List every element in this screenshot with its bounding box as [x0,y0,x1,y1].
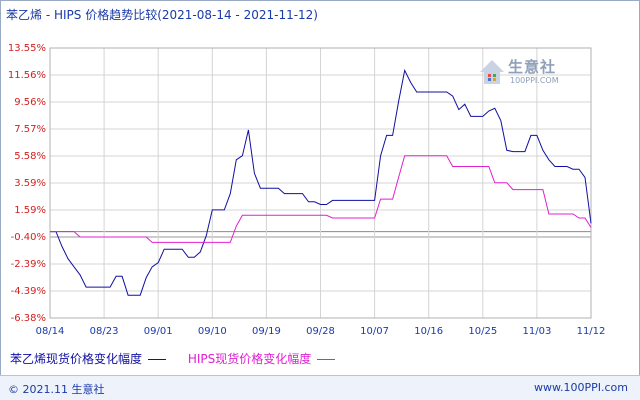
x-tick-label: 10/25 [468,326,497,337]
legend-label-styrene: 苯乙烯现货价格变化幅度 [10,352,143,366]
x-axis-ticks: 08/14 08/23 09/01 09/10 09/19 09/28 10/07 10/16… [36,326,606,337]
y-tick-label: -6.38% [11,313,46,324]
x-tick-label: 09/10 [198,326,227,337]
x-tick-label: 10/16 [414,326,443,337]
y-tick-label: -0.40% [11,232,46,243]
y-tick-label: 13.55% [8,43,46,54]
legend-item-styrene: 苯乙烯现货价格变化幅度 [10,350,167,367]
y-tick-label: -2.39% [11,259,46,270]
y-tick-label: 11.56% [8,70,46,81]
footer-bar: © 2021.11 生意社 www.100PPI.com [0,375,640,400]
x-tick-label: 08/14 [36,326,65,337]
series-line-hips [50,155,592,243]
plot-area [49,47,592,319]
site-url: www.100PPI.com [534,381,628,394]
watermark: 生意社 100PPI.COM [478,56,578,90]
legend-swatch-hips [317,359,336,360]
x-tick-label: 08/23 [90,326,119,337]
series-lines [50,68,592,296]
x-tick-label: 11/03 [522,326,551,337]
y-tick-label: 9.56% [14,97,46,108]
legend-swatch-styrene [148,359,167,360]
y-tick-label: 3.59% [14,178,46,189]
watermark-text: 生意社 [508,58,557,76]
x-tick-label: 11/12 [577,326,606,337]
y-tick-label: 7.57% [14,124,46,135]
y-tick-label: -4.39% [11,286,46,297]
y-tick-label: 5.58% [14,151,46,162]
legend: 苯乙烯现货价格变化幅度 HIPS现货价格变化幅度 [10,350,353,367]
series-line-styrene [50,68,592,296]
x-tick-label: 09/28 [306,326,335,337]
y-tick-label: 1.59% [14,205,46,216]
x-tick-label: 09/01 [144,326,173,337]
copyright-text: © 2021.11 生意社 [8,383,105,396]
legend-label-hips: HIPS现货价格变化幅度 [187,352,312,366]
legend-item-hips: HIPS现货价格变化幅度 [187,350,336,367]
house-logo-icon [480,60,504,84]
y-axis-ticks: 13.55% 11.56% 9.56% 7.57% 5.58% 3.59% 1.59% -0.… [8,43,46,324]
chart-title: 苯乙烯 - HIPS 价格趋势比较(2021-08-14 - 2021-11-1… [6,8,318,22]
x-tick-label: 10/07 [360,326,389,337]
x-tick-label: 09/19 [252,326,281,337]
watermark-url: 100PPI.COM [510,76,559,85]
plot-border [49,47,592,319]
